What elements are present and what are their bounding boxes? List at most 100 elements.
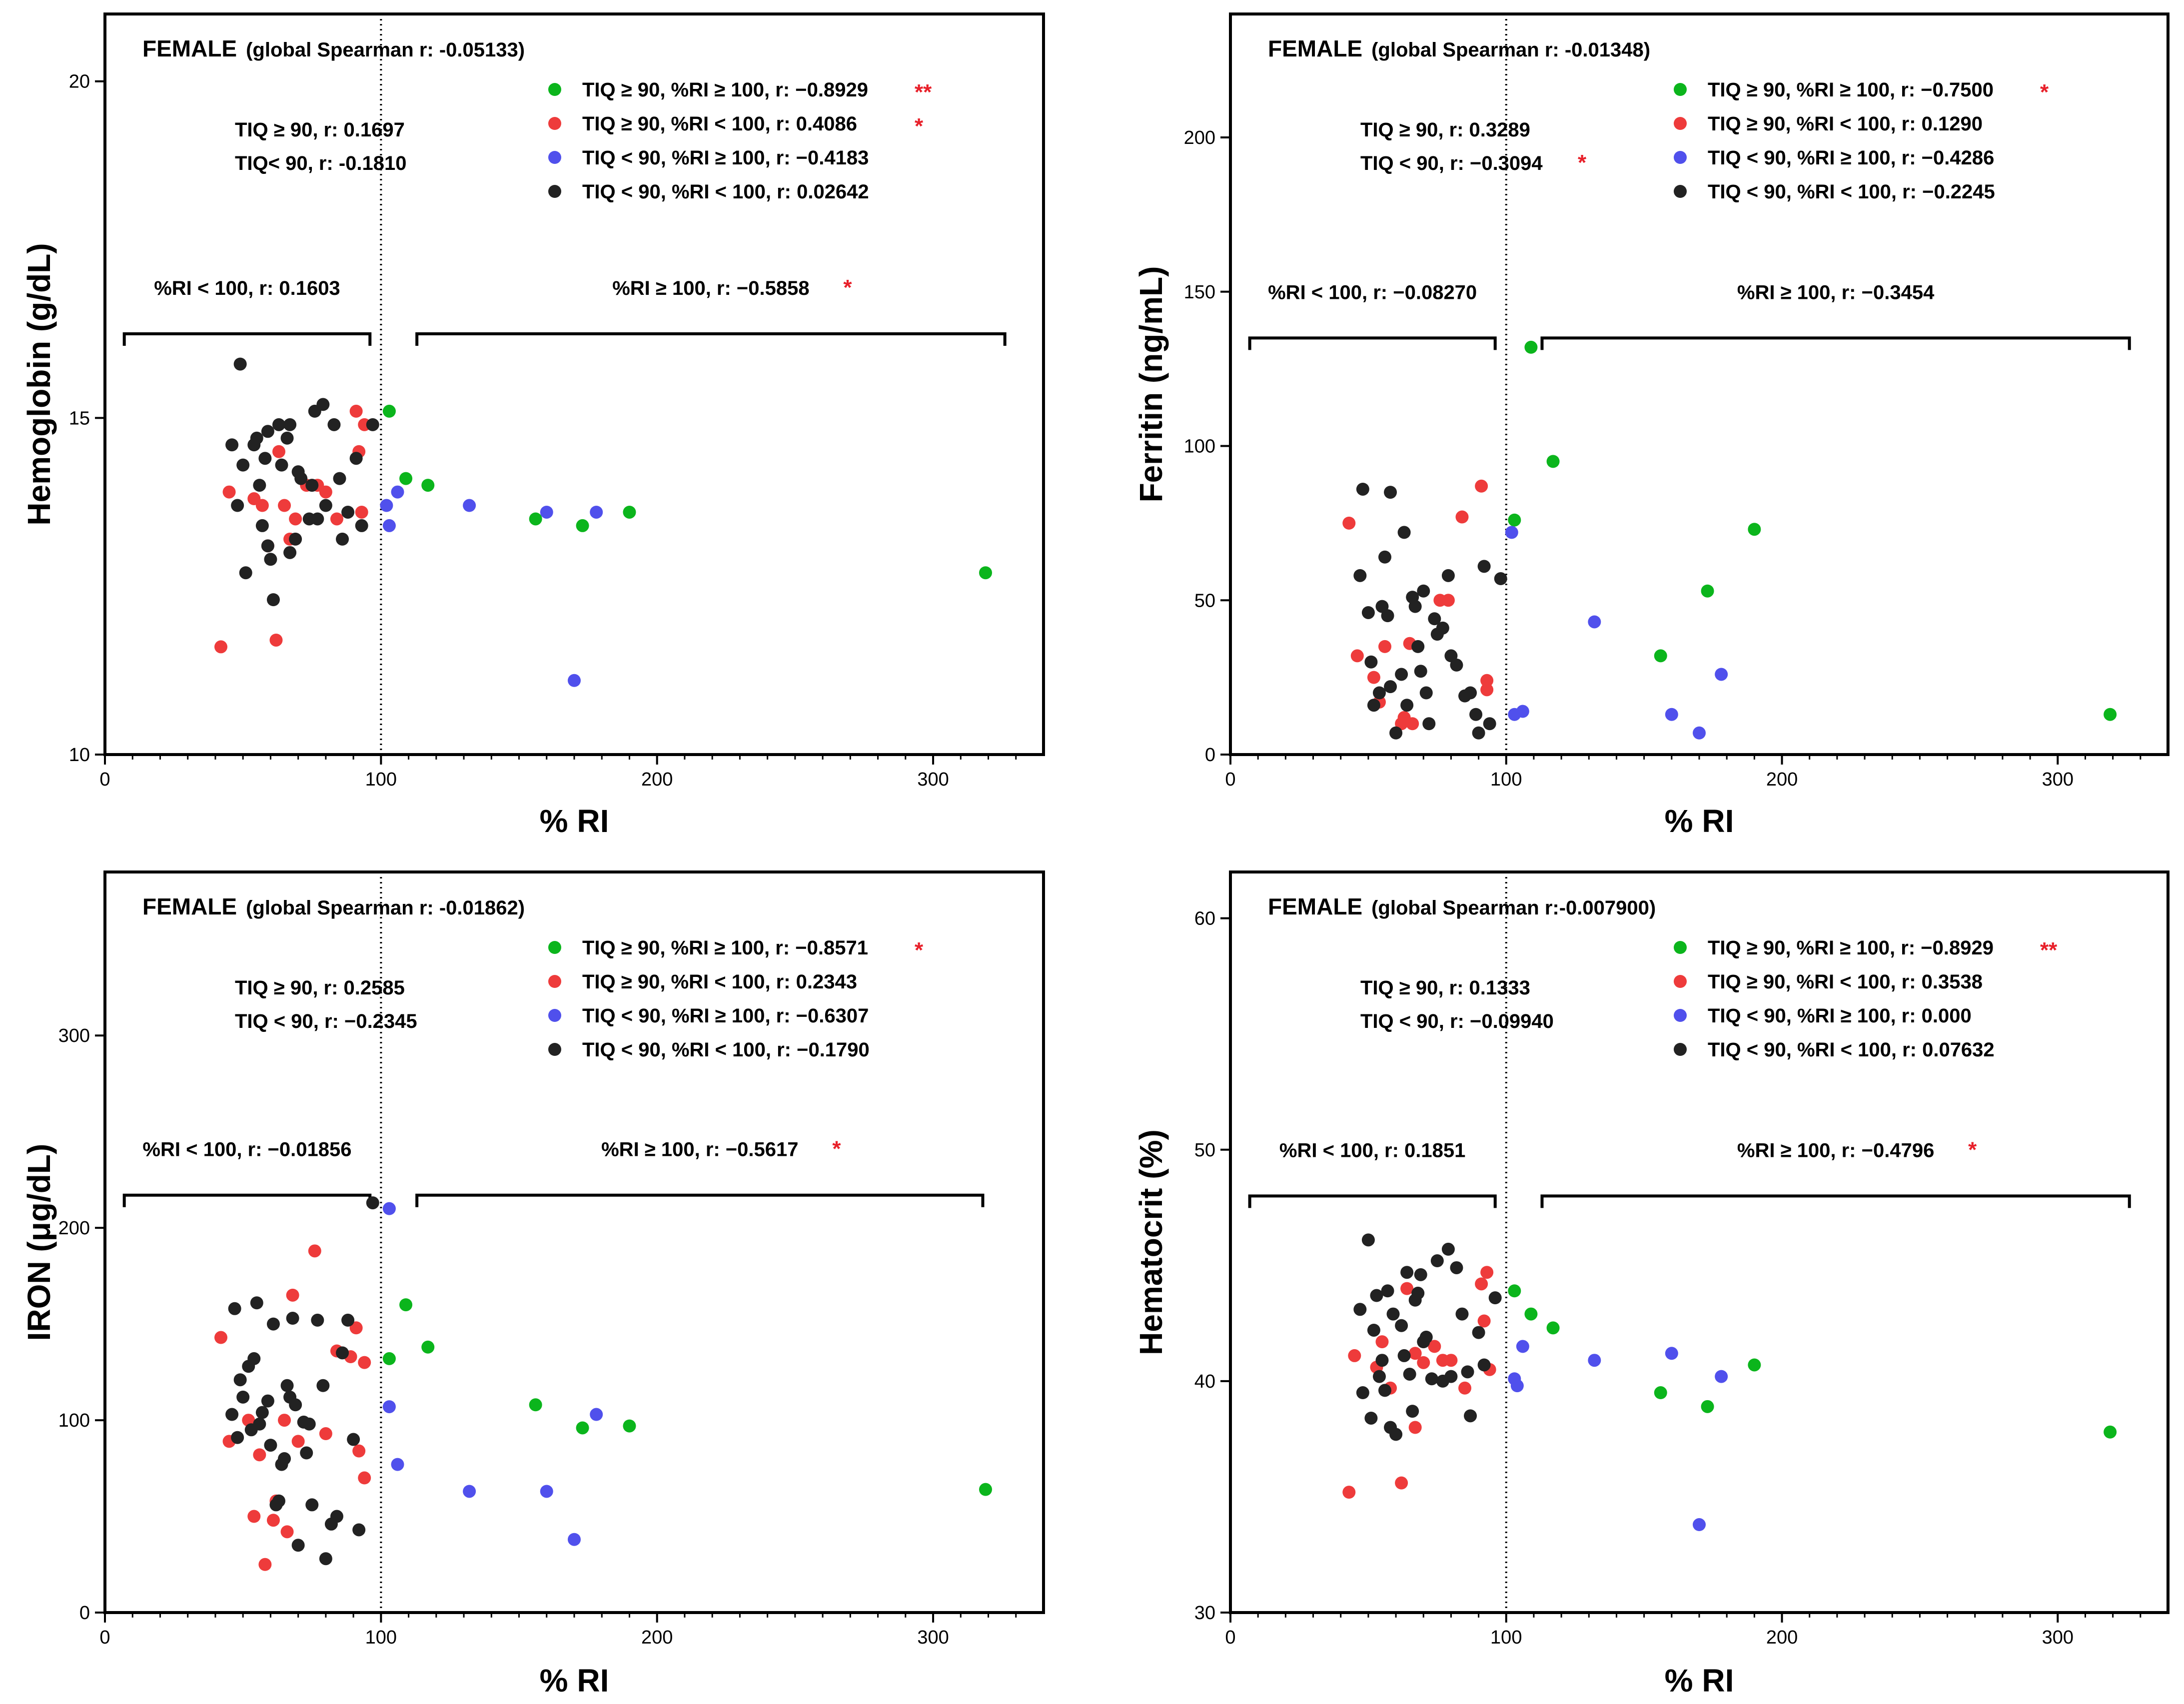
data-point <box>330 1510 343 1523</box>
data-point <box>568 674 581 687</box>
data-point <box>233 1373 247 1387</box>
data-point <box>1381 1284 1394 1298</box>
data-point <box>623 505 636 519</box>
legend-label: TIQ < 90, %RI < 100, r: 0.02642 <box>582 181 869 203</box>
data-point <box>1389 1428 1403 1441</box>
y-tick-label: 40 <box>1194 1371 1215 1392</box>
data-point <box>1361 606 1375 619</box>
data-point <box>1524 1307 1538 1321</box>
data-point <box>319 499 332 512</box>
header-sex: FEMALE <box>1268 893 1362 919</box>
data-point <box>1419 686 1433 700</box>
data-point <box>266 593 280 607</box>
data-point <box>1428 612 1441 626</box>
x-axis-title: % RI <box>540 1663 609 1699</box>
data-point <box>1414 1268 1427 1281</box>
data-point <box>255 1406 269 1419</box>
y-tick-label: 50 <box>1194 590 1215 611</box>
data-point <box>1665 708 1678 721</box>
legend-marker <box>1674 1009 1687 1022</box>
data-point <box>264 1439 277 1452</box>
y-tick-label: 200 <box>58 1218 90 1239</box>
data-point <box>286 1312 299 1325</box>
data-point <box>272 1494 285 1508</box>
data-point <box>1356 1386 1369 1400</box>
data-point <box>1348 1349 1361 1362</box>
data-point <box>1546 455 1560 468</box>
data-point <box>355 505 368 519</box>
bracket-left <box>122 332 372 346</box>
data-point <box>391 485 404 499</box>
data-point <box>1422 717 1436 731</box>
data-point <box>391 1458 404 1471</box>
bracket-right-label: %RI ≥ 100, r: −0.3454 <box>1737 281 1935 303</box>
data-point <box>1408 1347 1422 1360</box>
data-point <box>1406 717 1419 731</box>
data-point <box>1378 550 1391 564</box>
y-axis-title: Ferritin (ng/mL) <box>1133 266 1169 503</box>
legend-label: TIQ < 90, %RI < 100, r: −0.1790 <box>582 1039 870 1061</box>
legend-label: TIQ < 90, %RI ≥ 100, r: −0.6307 <box>582 1005 869 1027</box>
data-point <box>278 1452 291 1466</box>
data-point <box>1475 1277 1488 1291</box>
data-point <box>2104 708 2117 721</box>
data-point <box>1458 1381 1471 1395</box>
y-tick-label: 0 <box>79 1603 90 1624</box>
x-axis-title: % RI <box>1665 1663 1734 1699</box>
legend-label: TIQ < 90, %RI ≥ 100, r: 0.000 <box>1708 1005 1972 1027</box>
tiq-line: TIQ < 90, r: −0.09940 <box>1360 1010 1554 1032</box>
data-point <box>305 479 319 492</box>
data-point <box>1395 668 1408 681</box>
x-tick-label: 200 <box>1766 769 1798 790</box>
data-point <box>327 418 341 431</box>
data-point <box>222 485 236 499</box>
data-point <box>255 519 269 532</box>
chart-panel-hematocrit: 0 100 200 300 30 40 50 60 % RI Hematocrit (%) FEMA… <box>1133 870 2170 1699</box>
chart-panel-ferritin: 0 100 200 300 0 50 100 150 200 % RI Ferritin (ng/m… <box>1133 12 2170 839</box>
data-point <box>278 1414 291 1427</box>
legend-marker <box>548 151 561 164</box>
data-point <box>1665 1347 1678 1360</box>
data-point <box>1464 686 1477 700</box>
data-point <box>1469 708 1483 721</box>
legend-marker <box>1674 151 1687 164</box>
header-global: (global Spearman r: -0.01348) <box>1371 39 1650 61</box>
data-point <box>1372 1370 1386 1383</box>
legend-label: TIQ < 90, %RI < 100, r: 0.07632 <box>1708 1039 1995 1061</box>
data-point <box>352 1523 366 1537</box>
series-green <box>382 404 993 580</box>
data-point <box>1370 1289 1383 1302</box>
data-point <box>1419 1330 1433 1344</box>
data-point <box>979 566 993 580</box>
y-axis-title: IRON (μg/dL) <box>21 1144 57 1341</box>
data-point <box>1364 1411 1378 1425</box>
chart-header: FEMALE (global Spearman r:-0.007900) <box>1268 893 1656 919</box>
data-point <box>1378 640 1391 653</box>
legend-label: TIQ < 90, %RI ≥ 100, r: −0.4286 <box>1708 147 1994 169</box>
data-point <box>1425 1372 1438 1386</box>
y-tick-label: 150 <box>1184 282 1215 303</box>
data-point <box>319 485 332 499</box>
bracket-right-label: %RI ≥ 100, r: −0.5858 <box>612 277 809 299</box>
data-point <box>225 1408 239 1421</box>
data-point <box>623 1419 636 1433</box>
data-point <box>358 1356 371 1369</box>
x-tick-label: 200 <box>641 1627 673 1648</box>
bracket-left-label: %RI < 100, r: 0.1603 <box>154 277 340 299</box>
data-point <box>283 418 297 431</box>
data-point <box>236 458 250 472</box>
data-point <box>1372 686 1386 700</box>
y-tick-label: 100 <box>58 1410 90 1431</box>
x-tick-label: 100 <box>365 769 397 790</box>
legend-label: TIQ ≥ 90, %RI ≥ 100, r: −0.8929 <box>1708 937 1994 959</box>
legend-label: TIQ ≥ 90, %RI ≥ 100, r: −0.7500 <box>1708 79 1994 101</box>
legend-marker <box>548 117 561 130</box>
data-point <box>1400 1266 1414 1279</box>
data-point <box>529 512 542 526</box>
data-point <box>231 499 244 512</box>
data-point <box>382 1352 396 1365</box>
data-point <box>1384 486 1397 499</box>
data-point <box>979 1483 993 1496</box>
data-point <box>1477 560 1491 573</box>
data-point <box>250 1296 263 1310</box>
